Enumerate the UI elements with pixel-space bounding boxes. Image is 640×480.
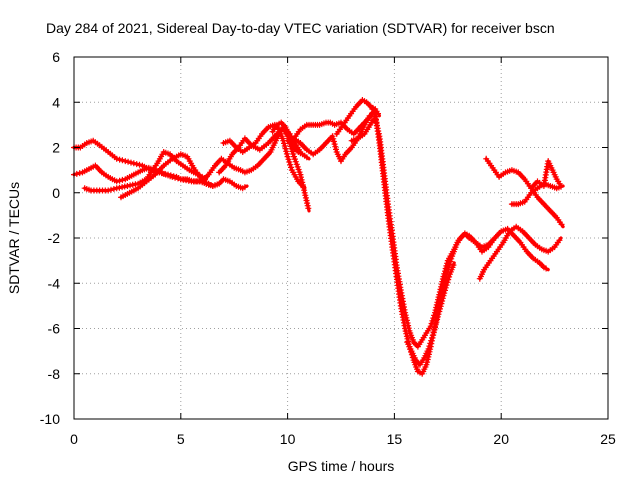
series-track-15 xyxy=(404,261,457,368)
series-track-3 xyxy=(81,149,208,194)
series-markers xyxy=(220,121,307,190)
y-tick-label: -6 xyxy=(48,321,61,337)
x-tick-label: 0 xyxy=(70,431,78,447)
series-markers xyxy=(284,112,373,165)
y-tick-label: 2 xyxy=(52,140,60,156)
x-tick-label: 15 xyxy=(387,431,403,447)
series-track-4 xyxy=(118,151,221,201)
y-tick-label: 6 xyxy=(52,49,60,65)
series-markers xyxy=(118,151,221,201)
series-track-8 xyxy=(220,121,307,190)
series-markers xyxy=(209,176,248,192)
y-tick-label: 4 xyxy=(52,94,60,110)
y-tick-label: -10 xyxy=(40,411,60,427)
series-markers xyxy=(528,158,563,192)
y-axis-label: SDTVAR / TECUs xyxy=(6,182,22,294)
x-tick-label: 20 xyxy=(493,431,509,447)
x-tick-label: 10 xyxy=(280,431,296,447)
series-track-19 xyxy=(528,158,563,192)
y-tick-label: -8 xyxy=(48,366,61,382)
tick-layer: 0 5 10 15 20 25 -10 -8 -6 -4 -2 0 2 4 6 xyxy=(40,49,616,447)
x-axis-label: GPS time / hours xyxy=(288,458,395,474)
series-markers xyxy=(476,223,563,282)
y-tick-label: 0 xyxy=(52,185,60,201)
series-layer xyxy=(71,97,565,377)
chart-title: Day 284 of 2021, Sidereal Day-to-day VTE… xyxy=(46,20,555,36)
series-markers xyxy=(81,149,208,194)
x-tick-label: 25 xyxy=(600,431,616,447)
series-track-6 xyxy=(209,176,249,192)
series-markers xyxy=(404,262,457,368)
y-tick-label: -4 xyxy=(48,275,61,291)
series-track-16 xyxy=(476,223,563,282)
y-tick-label: -2 xyxy=(48,230,61,246)
x-tick-label: 5 xyxy=(177,431,185,447)
